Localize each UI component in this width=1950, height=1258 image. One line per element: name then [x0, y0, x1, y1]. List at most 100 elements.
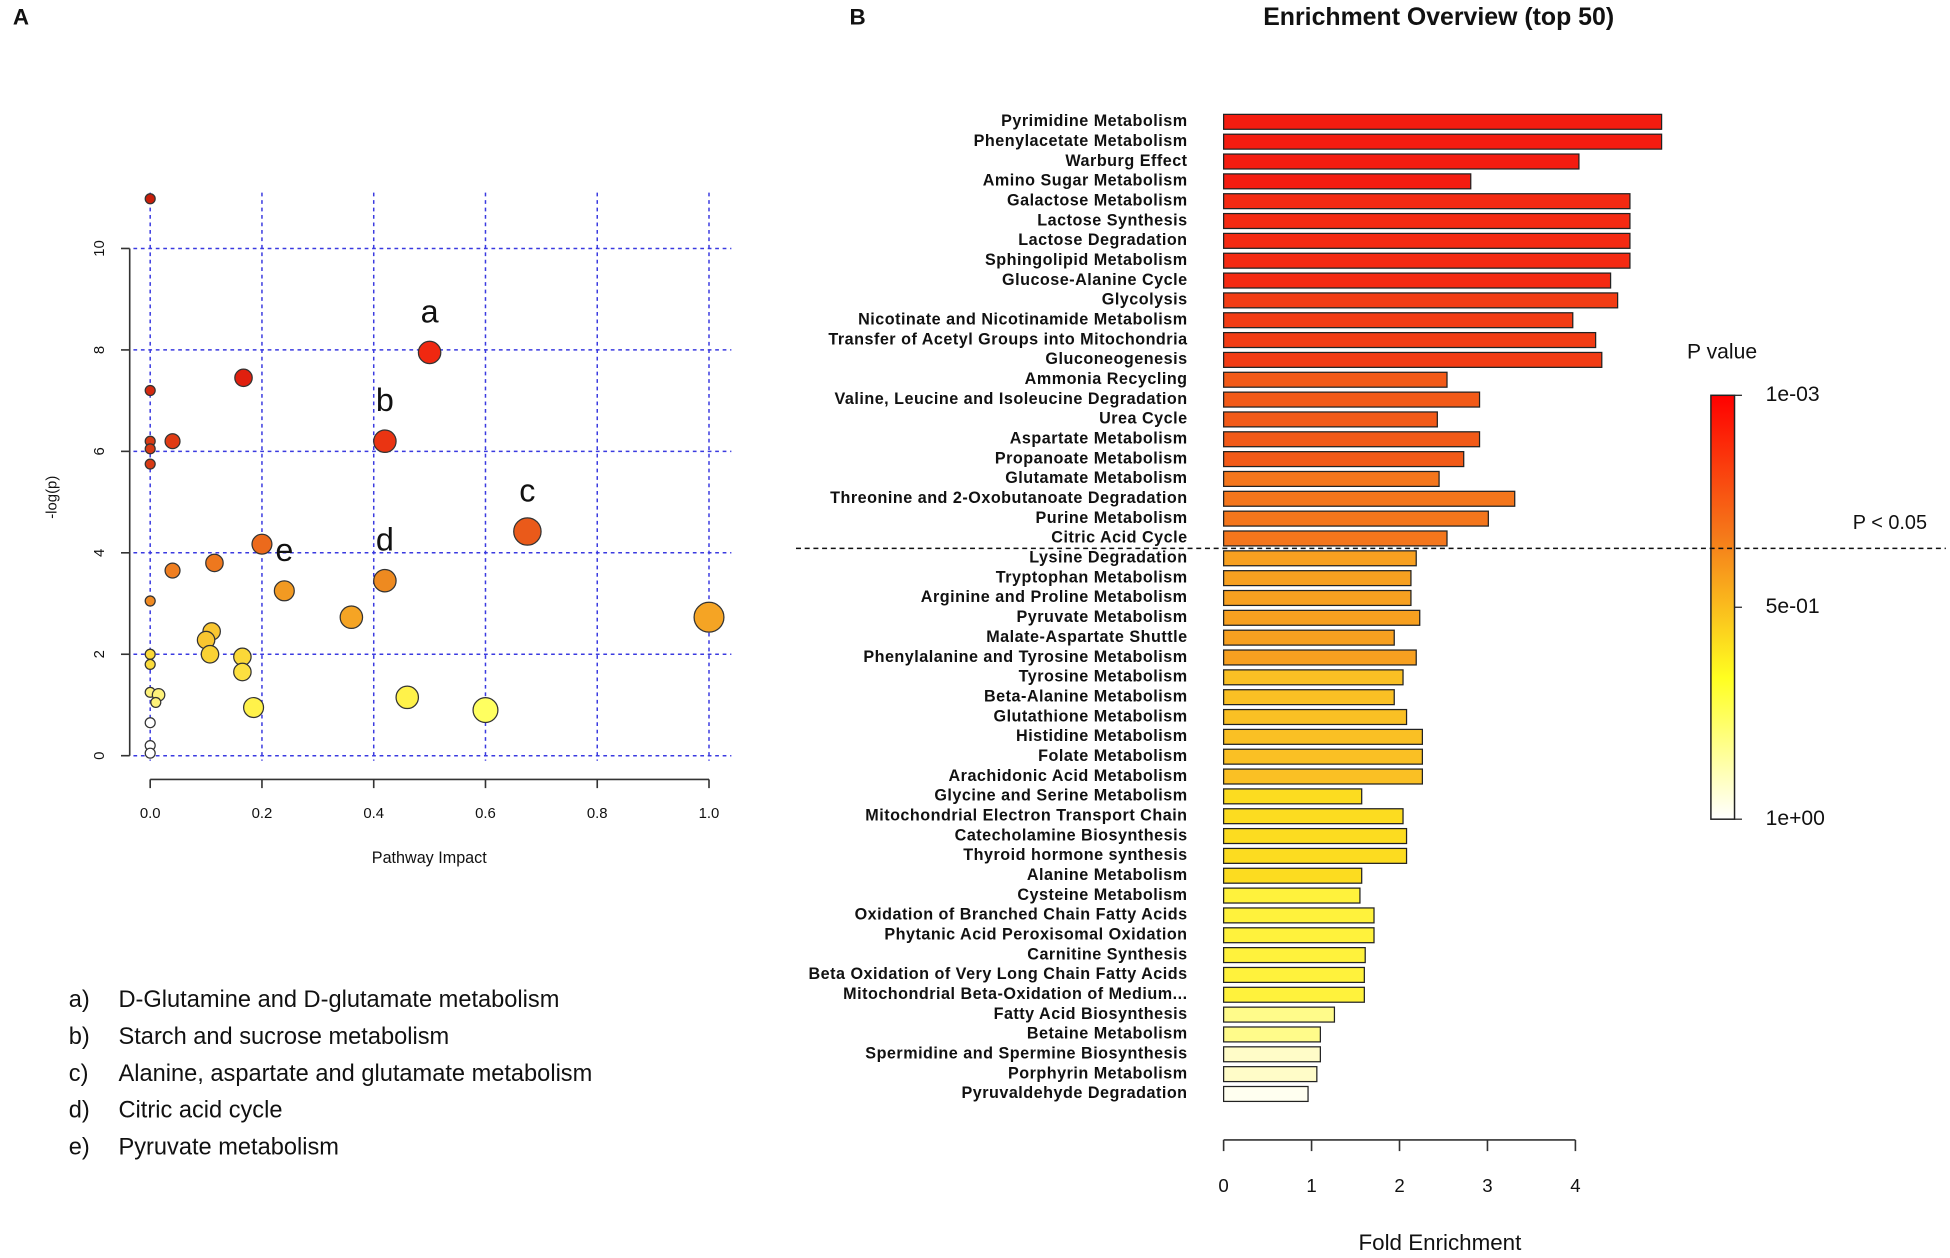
colorbar-label: 5e-01	[1766, 595, 1820, 618]
x-tick-label: 1	[1306, 1175, 1316, 1196]
bar	[1222, 708, 1408, 726]
category-label: Aspartate Metabolism	[1010, 430, 1188, 448]
point	[339, 605, 364, 630]
bar	[1222, 887, 1361, 904]
point	[144, 595, 156, 607]
category-label: Fatty Acid Biosynthesis	[994, 1005, 1188, 1023]
bar	[1222, 153, 1580, 170]
x-axis-label: Fold Enrichment	[1359, 1230, 1523, 1255]
category-label: Alanine Metabolism	[1027, 866, 1188, 884]
colorbar-title: P value	[1687, 341, 1757, 364]
category-label: Beta Oxidation of Very Long Chain Fatty …	[809, 965, 1188, 983]
y-tick-label: 0	[92, 752, 108, 760]
panel-label: B	[849, 5, 865, 30]
category-label: Lysine Degradation	[1029, 549, 1187, 567]
y-axis-label: -log(p)	[45, 476, 61, 519]
y-tick-label: 6	[92, 447, 108, 455]
point	[200, 644, 220, 664]
chart-title: Enrichment Overview (top 50)	[1263, 3, 1614, 31]
x-tick-label: 0.6	[475, 806, 496, 822]
point	[251, 533, 273, 555]
x-tick-label: 0.4	[363, 806, 384, 822]
category-label: Urea Cycle	[1099, 410, 1188, 428]
bar	[1222, 470, 1440, 488]
point	[373, 429, 397, 454]
bar	[1222, 1085, 1309, 1103]
category-label: Oxidation of Branched Chain Fatty Acids	[855, 906, 1188, 924]
x-tick-label: 0.0	[140, 806, 161, 822]
bar	[1222, 232, 1631, 249]
legend-key: d)	[69, 1098, 90, 1124]
bar	[1222, 371, 1448, 388]
bar	[1222, 827, 1408, 845]
x-tick-label: 3	[1482, 1175, 1492, 1196]
category-label: Catecholamine Biosynthesis	[955, 826, 1188, 844]
point	[373, 568, 397, 593]
category-label: Gluconeogenesis	[1045, 350, 1187, 368]
bar	[1222, 431, 1481, 448]
colorbar-label: 1e-03	[1766, 383, 1820, 406]
category-label: Lactose Synthesis	[1037, 211, 1187, 229]
x-axis-label: Pathway Impact	[372, 849, 487, 867]
bar	[1222, 986, 1365, 1003]
category-label: Arachidonic Acid Metabolism	[949, 767, 1188, 785]
point	[144, 384, 156, 397]
category-label: Cysteine Metabolism	[1017, 886, 1187, 904]
category-label: Citric Acid Cycle	[1051, 529, 1187, 547]
bar	[1222, 808, 1404, 825]
category-label: Warburg Effect	[1065, 152, 1187, 170]
point	[234, 368, 253, 388]
category-label: Thyroid hormone synthesis	[963, 846, 1187, 864]
colorbar	[1710, 394, 1736, 820]
point	[472, 696, 499, 724]
point	[243, 696, 265, 719]
bar	[1222, 788, 1363, 805]
bar	[1222, 589, 1412, 607]
category-label: Sphingolipid Metabolism	[985, 251, 1188, 269]
panel-label: A	[13, 5, 29, 30]
category-label: Mitochondrial Electron Transport Chain	[865, 806, 1187, 824]
x-tick-label: 0.2	[252, 806, 273, 822]
colorbar-label: 1e+00	[1766, 807, 1825, 830]
category-label: Tryptophan Metabolism	[996, 568, 1188, 586]
bar	[1222, 1066, 1318, 1083]
bar	[1222, 272, 1612, 289]
bar	[1222, 609, 1421, 626]
point	[150, 696, 162, 709]
category-label: Betaine Metabolism	[1027, 1025, 1188, 1043]
bar	[1222, 331, 1597, 349]
bar	[1222, 649, 1417, 666]
x-tick-label: 4	[1570, 1175, 1580, 1196]
bar	[1222, 927, 1375, 944]
bar	[1222, 1046, 1321, 1063]
point	[164, 562, 181, 579]
legend-text: Citric acid cycle	[119, 1098, 283, 1124]
category-label: Transfer of Acetyl Groups into Mitochond…	[828, 330, 1188, 348]
annotation: b	[376, 382, 394, 418]
point	[233, 662, 252, 682]
point	[417, 340, 442, 365]
category-label: Folate Metabolism	[1038, 747, 1187, 765]
y-tick-label: 10	[92, 240, 108, 257]
legend-text: Starch and sucrose metabolism	[119, 1024, 450, 1050]
category-label: Phenylalanine and Tyrosine Metabolism	[863, 648, 1187, 666]
legend-text: D-Glutamine and D-glutamate metabolism	[119, 987, 560, 1013]
legend-key: a)	[69, 987, 90, 1013]
bar	[1222, 907, 1375, 924]
category-label: Glycolysis	[1102, 291, 1188, 309]
bar	[1222, 391, 1481, 408]
annotation: d	[376, 522, 394, 558]
bar	[1222, 570, 1412, 587]
y-tick-label: 2	[92, 650, 108, 658]
bar	[1222, 451, 1465, 468]
point	[693, 601, 725, 633]
point	[144, 443, 156, 455]
bar	[1222, 689, 1395, 706]
category-label: Pyruvate Metabolism	[1016, 608, 1187, 626]
category-label: Propanoate Metabolism	[995, 449, 1188, 467]
bar	[1222, 1006, 1336, 1023]
point	[395, 685, 420, 710]
x-tick-label: 1.0	[699, 806, 720, 822]
x-tick-label: 0.8	[587, 806, 608, 822]
